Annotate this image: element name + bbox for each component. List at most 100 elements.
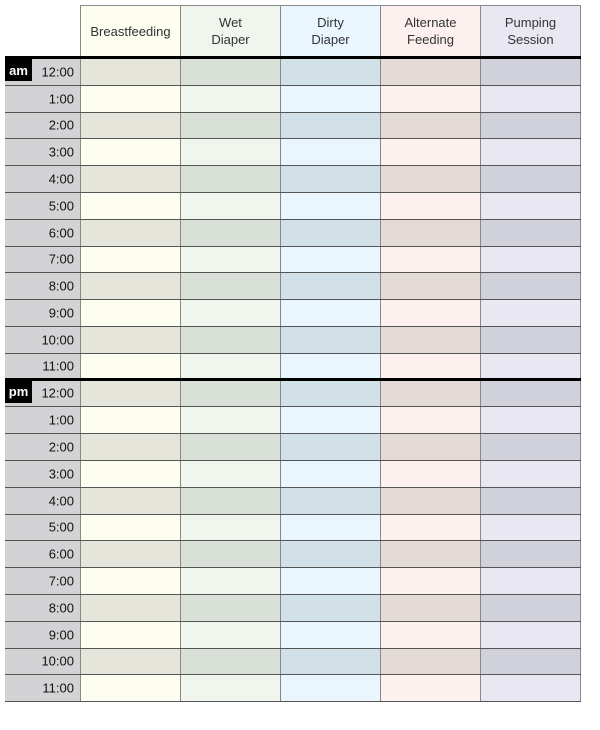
log-cell[interactable]: [380, 59, 480, 85]
log-cell[interactable]: [380, 353, 480, 378]
log-cell[interactable]: [280, 59, 380, 85]
log-cell[interactable]: [180, 514, 280, 541]
log-cell[interactable]: [380, 675, 480, 702]
log-cell[interactable]: [180, 85, 280, 112]
log-cell[interactable]: [280, 192, 380, 219]
log-cell[interactable]: [480, 219, 581, 246]
log-cell[interactable]: [80, 300, 180, 326]
log-cell[interactable]: [80, 139, 180, 166]
log-cell[interactable]: [280, 594, 380, 621]
log-cell[interactable]: [480, 514, 581, 541]
log-cell[interactable]: [280, 541, 380, 568]
log-cell[interactable]: [280, 326, 380, 353]
log-cell[interactable]: [80, 407, 180, 434]
log-cell[interactable]: [180, 273, 280, 300]
log-cell[interactable]: [80, 219, 180, 246]
log-cell[interactable]: [80, 594, 180, 621]
log-cell[interactable]: [180, 648, 280, 675]
log-cell[interactable]: [480, 621, 581, 648]
log-cell[interactable]: [280, 353, 380, 378]
log-cell[interactable]: [380, 648, 480, 675]
log-cell[interactable]: [180, 675, 280, 702]
log-cell[interactable]: [480, 246, 581, 273]
log-cell[interactable]: [380, 380, 480, 407]
log-cell[interactable]: [380, 273, 480, 300]
log-cell[interactable]: [180, 460, 280, 487]
log-cell[interactable]: [280, 460, 380, 487]
log-cell[interactable]: [480, 139, 581, 166]
log-cell[interactable]: [280, 166, 380, 192]
log-cell[interactable]: [80, 112, 180, 139]
log-cell[interactable]: [180, 300, 280, 326]
log-cell[interactable]: [480, 85, 581, 112]
log-cell[interactable]: [280, 621, 380, 648]
log-cell[interactable]: [480, 273, 581, 300]
log-cell[interactable]: [80, 621, 180, 648]
log-cell[interactable]: [80, 326, 180, 353]
log-cell[interactable]: [280, 407, 380, 434]
log-cell[interactable]: [380, 568, 480, 594]
log-cell[interactable]: [180, 541, 280, 568]
log-cell[interactable]: [180, 434, 280, 460]
log-cell[interactable]: [480, 648, 581, 675]
log-cell[interactable]: [480, 192, 581, 219]
log-cell[interactable]: [480, 407, 581, 434]
log-cell[interactable]: [480, 541, 581, 568]
log-cell[interactable]: [480, 59, 581, 85]
log-cell[interactable]: [80, 192, 180, 219]
log-cell[interactable]: [280, 675, 380, 702]
log-cell[interactable]: [280, 219, 380, 246]
log-cell[interactable]: [180, 407, 280, 434]
log-cell[interactable]: [180, 326, 280, 353]
log-cell[interactable]: [380, 85, 480, 112]
log-cell[interactable]: [380, 326, 480, 353]
log-cell[interactable]: [80, 487, 180, 514]
log-cell[interactable]: [280, 487, 380, 514]
log-cell[interactable]: [380, 139, 480, 166]
log-cell[interactable]: [280, 246, 380, 273]
log-cell[interactable]: [280, 568, 380, 594]
log-cell[interactable]: [280, 85, 380, 112]
log-cell[interactable]: [80, 59, 180, 85]
log-cell[interactable]: [480, 380, 581, 407]
log-cell[interactable]: [480, 112, 581, 139]
log-cell[interactable]: [480, 353, 581, 378]
log-cell[interactable]: [480, 300, 581, 326]
log-cell[interactable]: [280, 514, 380, 541]
log-cell[interactable]: [180, 59, 280, 85]
log-cell[interactable]: [280, 300, 380, 326]
log-cell[interactable]: [180, 246, 280, 273]
log-cell[interactable]: [480, 326, 581, 353]
log-cell[interactable]: [80, 675, 180, 702]
log-cell[interactable]: [180, 487, 280, 514]
log-cell[interactable]: [180, 353, 280, 378]
log-cell[interactable]: [280, 112, 380, 139]
log-cell[interactable]: [480, 434, 581, 460]
log-cell[interactable]: [80, 460, 180, 487]
log-cell[interactable]: [180, 112, 280, 139]
log-cell[interactable]: [280, 648, 380, 675]
log-cell[interactable]: [180, 594, 280, 621]
log-cell[interactable]: [180, 166, 280, 192]
log-cell[interactable]: [80, 434, 180, 460]
log-cell[interactable]: [80, 648, 180, 675]
log-cell[interactable]: [380, 407, 480, 434]
log-cell[interactable]: [380, 514, 480, 541]
log-cell[interactable]: [280, 139, 380, 166]
log-cell[interactable]: [80, 380, 180, 407]
log-cell[interactable]: [480, 460, 581, 487]
log-cell[interactable]: [380, 594, 480, 621]
log-cell[interactable]: [80, 273, 180, 300]
log-cell[interactable]: [380, 487, 480, 514]
log-cell[interactable]: [380, 246, 480, 273]
log-cell[interactable]: [480, 675, 581, 702]
log-cell[interactable]: [380, 166, 480, 192]
log-cell[interactable]: [180, 139, 280, 166]
log-cell[interactable]: [380, 112, 480, 139]
log-cell[interactable]: [380, 434, 480, 460]
log-cell[interactable]: [80, 514, 180, 541]
log-cell[interactable]: [380, 621, 480, 648]
log-cell[interactable]: [480, 487, 581, 514]
log-cell[interactable]: [80, 246, 180, 273]
log-cell[interactable]: [180, 219, 280, 246]
